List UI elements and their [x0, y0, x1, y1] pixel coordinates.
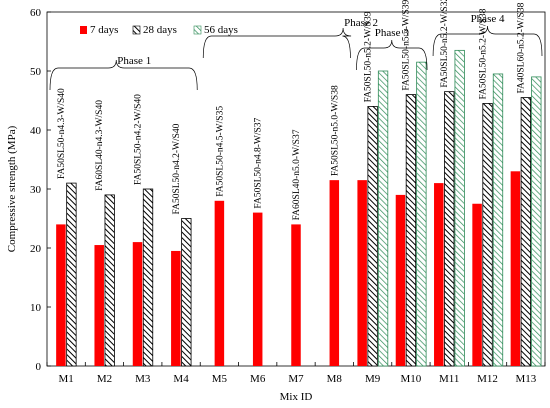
x-tick-label: M2: [97, 373, 112, 385]
bar-28-days: [142, 188, 154, 367]
bar-7-days: [395, 194, 406, 366]
x-tick-label: M13: [515, 373, 536, 385]
mix-id-label: FA60SL40-n4.3-W/S40: [95, 100, 105, 191]
x-tick-label: M10: [401, 373, 422, 385]
mix-id-label: FA50SL50-n5.2-W/S39: [363, 11, 373, 102]
bar-56-days: [454, 49, 465, 367]
bar-7-days: [56, 224, 66, 366]
y-tick-label: 30: [30, 184, 42, 196]
bar-28-days: [104, 194, 115, 367]
mix-id-label: FA60SL40-n5.0-W/S37: [292, 129, 302, 220]
bar-7-days: [357, 180, 367, 366]
legend-swatch: [80, 26, 87, 34]
bar-7-days: [510, 171, 521, 366]
phase-bracket: [432, 25, 543, 57]
bar-7-days: [214, 200, 225, 366]
y-axis-label: Compressive strength (MPa): [6, 125, 18, 252]
x-tick-label: M11: [439, 373, 459, 385]
mix-id-label: FA50SL50-n4.8-W/S37: [254, 117, 264, 208]
bar-7-days: [291, 224, 301, 366]
bar-28-days: [367, 106, 378, 367]
bar-7-days: [329, 180, 340, 366]
x-tick-label: M8: [327, 373, 343, 385]
phase-label: Phase 3: [375, 27, 409, 39]
x-axis-label: Mix ID: [280, 391, 313, 403]
legend-label: 7 days: [90, 24, 118, 36]
phase-bracket: [202, 27, 352, 59]
plot-area: 0 10 20 30 40 50 60 M1 M2 M3 M4 M5 M6 M7 M8 M9 M10 M11 M12…: [30, 0, 546, 385]
x-tick-label: M12: [477, 373, 498, 385]
bar-28-days: [520, 97, 531, 367]
x-tick-label: M5: [212, 373, 228, 385]
mix-id-label: FA40SL60-n5.2-W/S38: [517, 2, 527, 93]
bar-56-days: [531, 76, 542, 367]
mix-id-label: FA50SL50-n5.2-W/S32: [440, 0, 450, 88]
mix-id-label: FA50SL50-n4.5-W/S35: [215, 106, 225, 197]
phase-bracket: [356, 39, 428, 71]
y-tick-label: 0: [36, 361, 42, 373]
y-tick-label: 60: [30, 7, 42, 19]
mix-id-label: FA50SL50-n5.2-W/S38: [478, 8, 488, 99]
phase-label: Phase 4: [471, 13, 505, 25]
phase-label: Phase 1: [117, 55, 151, 67]
legend-swatch: [132, 25, 141, 35]
bar-28-days: [66, 182, 77, 367]
mix-id-label: FA50SL50-n4.2-W/S40: [134, 94, 144, 185]
x-tick-label: M6: [250, 373, 266, 385]
bar-7-days: [472, 203, 482, 366]
legend-swatch: [193, 25, 202, 35]
x-tick-label: M1: [59, 373, 74, 385]
bar-28-days: [405, 94, 417, 367]
bar-28-days: [482, 103, 493, 367]
x-tick-label: M7: [288, 373, 304, 385]
phase-label: Phase 2: [344, 17, 378, 29]
mix-id-label: FA50SL50-n4.2-W/S40: [172, 123, 182, 214]
mix-id-label: FA50SL50-n5.0-W/S38: [330, 85, 340, 176]
y-tick-label: 40: [30, 125, 42, 137]
legend-label: 28 days: [143, 24, 177, 36]
bar-28-days: [444, 91, 455, 367]
bar-7-days: [252, 212, 263, 366]
x-tick-label: M4: [173, 373, 189, 385]
x-tick-label: M3: [135, 373, 151, 385]
bar-56-days: [377, 70, 389, 367]
legend-label: 56 days: [204, 24, 238, 36]
y-tick-label: 10: [30, 302, 42, 314]
bar-7-days: [434, 183, 444, 366]
mix-id-label: FA50SL50-n5.5-W/S39: [402, 0, 412, 91]
bar-7-days: [171, 250, 181, 366]
legend: 7 days 28 days 56 days: [80, 24, 238, 36]
bar-28-days: [181, 218, 192, 367]
mix-id-label: FA50SL50-n4.3-W/S40: [57, 88, 67, 179]
bar-56-days: [416, 61, 427, 367]
x-tick-label: M9: [365, 373, 381, 385]
bar-7-days: [132, 242, 143, 366]
y-tick-label: 50: [30, 66, 42, 78]
bar-56-days: [492, 73, 504, 367]
y-tick-label: 20: [30, 243, 42, 255]
bar-7-days: [94, 245, 104, 366]
phase-bracket: [49, 59, 198, 91]
